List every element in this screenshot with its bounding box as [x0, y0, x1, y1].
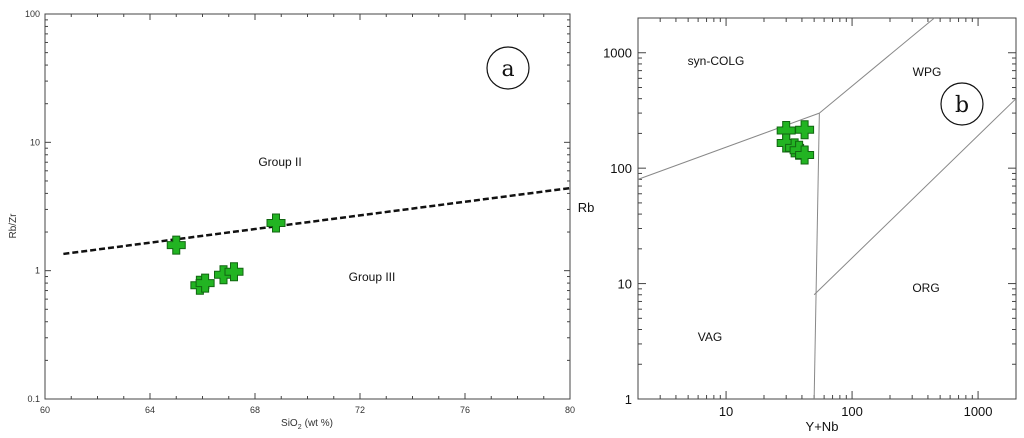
panel-a-ylabel: Rb/Zr: [8, 213, 19, 239]
panel-b-ylabel: Rb: [578, 200, 595, 215]
panel-a-point: [224, 262, 244, 282]
panel-b-tick-labels: 10 100 1000 1 10 100 1000: [603, 46, 992, 419]
panel-a-frame: [44, 13, 571, 400]
panel-a-xtick-label: 76: [460, 405, 470, 415]
panel-a-xtick-label: 64: [145, 405, 155, 415]
panel-a-point: [166, 235, 186, 255]
panel-a-region-group-iii: Group III: [349, 270, 396, 284]
panel-b-ytick-label: 1000: [603, 46, 632, 61]
panel-a-xlabel-main: SiO: [281, 418, 298, 429]
panel-a-xlabel-unit: (wt %): [305, 418, 333, 429]
panel-a-xtick-label: 80: [565, 405, 575, 415]
panel-b-region-vag: VAG: [698, 330, 722, 344]
panel-b-label-circle: [940, 82, 984, 126]
panel-a-label: a: [501, 57, 514, 82]
panel-a-points: [166, 213, 286, 295]
panel-b-point: [795, 145, 815, 165]
panel-b-boundaries: [637, 17, 1017, 400]
panel-a-xlabel-sub: 2: [298, 424, 302, 431]
panel-a-point: [195, 273, 215, 293]
panel-a-ticks: [44, 14, 571, 400]
panel-b-region-wpg: WPG: [913, 65, 942, 79]
panel-a-ytick-label: 100: [25, 9, 40, 19]
panel-b-xtick-label: 100: [841, 404, 863, 419]
panel-b-points: [776, 120, 815, 165]
panel-b-frame: [637, 17, 1017, 400]
panel-a-region-group-ii: Group II: [258, 155, 301, 169]
panel-b-ytick-label: 100: [610, 161, 632, 176]
panel-b-label: b: [955, 93, 969, 118]
panel-b-ticks: [637, 17, 1017, 400]
panel-a-boundary-line: [63, 186, 571, 256]
panel-b-boundary-line: [819, 17, 935, 114]
panel-a-point: [266, 213, 286, 233]
panel-b-ytick-label: 1: [625, 392, 632, 407]
panel-b-boundary-line: [813, 98, 1017, 296]
panel-a-xtick-label: 72: [355, 405, 365, 415]
panel-b-ytick-label: 10: [618, 277, 632, 292]
panel-a-label-circle: [486, 46, 530, 90]
panel-a-xtick-label: 60: [40, 405, 50, 415]
panel-a-ytick-label: 0.1: [27, 394, 40, 404]
panel-b-point: [795, 120, 815, 140]
panel-b-region-org: ORG: [912, 281, 939, 295]
panel-b-region-syn-colg: syn-COLG: [688, 54, 745, 68]
panel-b-xtick-label: 1000: [964, 404, 993, 419]
panel-b-boundary-line: [813, 113, 820, 400]
panel-a-xlabel: SiO2 (wt %): [281, 418, 333, 431]
panel-a-ytick-label: 1: [35, 266, 40, 276]
panel-b-xtick-label: 10: [719, 404, 733, 419]
panel-a-tick-labels: 60 64 68 72 76 80 0.1 1 10 100: [25, 9, 575, 415]
panel-a-xtick-label: 68: [250, 405, 260, 415]
panel-b-xlabel: Y+Nb: [806, 419, 839, 434]
panel-a-ytick-label: 10: [30, 137, 40, 147]
